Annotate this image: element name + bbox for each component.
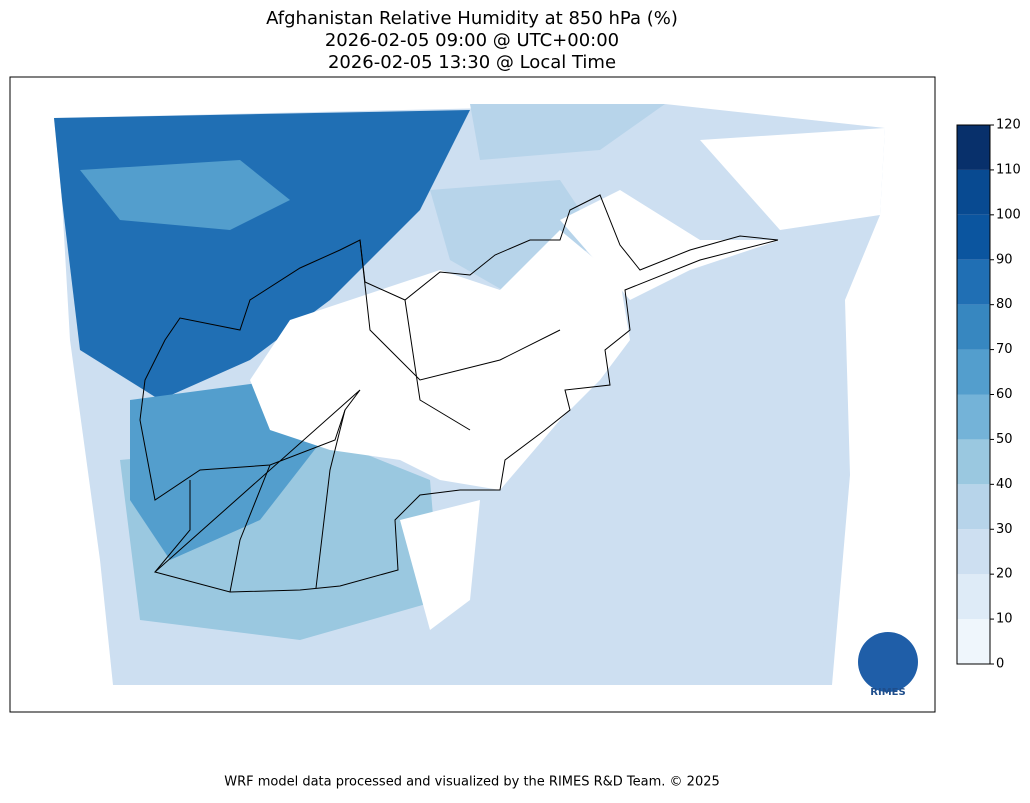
colorbar-level — [957, 349, 990, 395]
colorbar-tick-label: 80 — [996, 297, 1013, 312]
footer: WRF model data processed and visualized … — [224, 775, 720, 790]
colorbar-level — [957, 484, 990, 530]
dry-region — [250, 230, 630, 490]
colorbar-tick-label: 120 — [996, 118, 1021, 133]
colorbar-tick-label: 100 — [996, 207, 1021, 222]
colorbar-tick-label: 110 — [996, 162, 1021, 177]
dry-region — [400, 500, 480, 630]
afghanistan-border — [139, 194, 779, 593]
colorbar-level — [957, 259, 990, 305]
humidity-field — [80, 160, 290, 230]
colorbar-level — [957, 214, 990, 260]
dry-region — [560, 128, 885, 300]
colorbar-level — [957, 529, 990, 575]
colorbar-level — [957, 125, 990, 170]
colorbar-level — [957, 439, 990, 485]
title-line: Afghanistan Relative Humidity at 850 hPa… — [266, 8, 678, 29]
colorbar-tick-label: 30 — [996, 522, 1013, 537]
title-line: 2026-02-05 13:30 @ Local Time — [328, 52, 616, 73]
title-line: 2026-02-05 09:00 @ UTC+00:00 — [325, 30, 619, 51]
colorbar-tick-label: 90 — [996, 252, 1013, 267]
logo-icon — [858, 632, 918, 692]
colorbar-level — [957, 574, 990, 620]
colorbar-level — [957, 394, 990, 440]
humidity-field — [430, 104, 665, 300]
colorbar-level — [957, 304, 990, 350]
map: RIMES — [9, 76, 936, 713]
colorbar: 0 10 20 30 40 50 60 70 80 90 100 110 120 — [956, 118, 1021, 672]
colorbar-level — [957, 619, 990, 664]
colorbar-tick-label: 40 — [996, 477, 1013, 492]
colorbar-level — [957, 169, 990, 215]
logo-text: RIMES — [870, 687, 905, 698]
province-borders — [154, 239, 561, 593]
colorbar-tick-label: 70 — [996, 342, 1013, 357]
colorbar-tick-label: 10 — [996, 612, 1013, 627]
colorbar-tick-label: 50 — [996, 432, 1013, 447]
colorbar-tick-label: 60 — [996, 387, 1013, 402]
colorbar-tick-label: 20 — [996, 567, 1013, 582]
colorbar-tick-label: 0 — [996, 657, 1004, 672]
